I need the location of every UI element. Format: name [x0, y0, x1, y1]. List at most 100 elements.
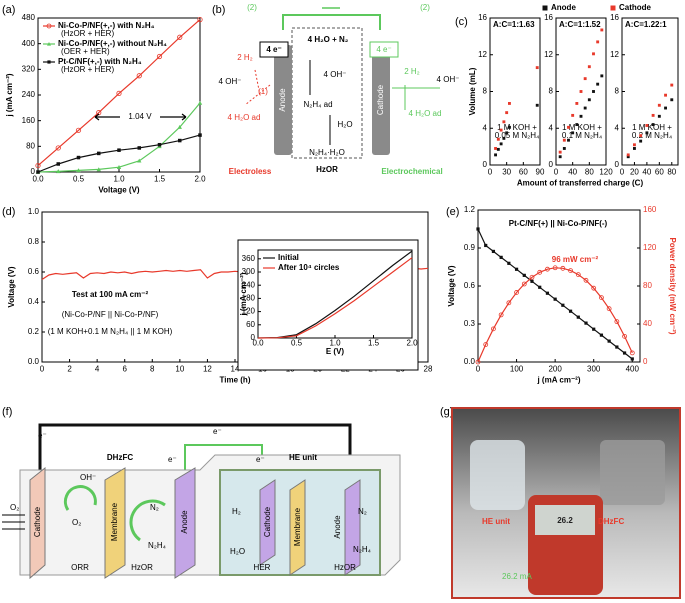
- membrane: [289, 479, 306, 576]
- point: [116, 90, 122, 96]
- diagram-label: HzOR: [316, 165, 338, 174]
- point: [502, 120, 506, 124]
- point: [499, 128, 503, 132]
- point: [622, 333, 627, 339]
- point: [494, 153, 497, 157]
- point: [664, 93, 667, 97]
- line-series: [37, 102, 201, 173]
- x-axis-label: E (V): [326, 347, 345, 356]
- point: [156, 53, 163, 60]
- point: [484, 243, 488, 248]
- diagram-label: O₂: [72, 518, 81, 527]
- y2-tick-label: 80: [643, 281, 652, 290]
- point: [571, 131, 575, 135]
- x-tick-label: 14: [231, 364, 240, 373]
- y-axis-label: Voltage (V): [7, 266, 16, 308]
- point: [137, 146, 142, 150]
- x-tick-label: 2.0: [194, 174, 206, 183]
- panel-label: (d): [2, 206, 15, 218]
- inset-background: [237, 239, 419, 371]
- legend-label: After 10⁴ circles: [278, 263, 340, 272]
- diagram-b: (2) (2) 4 e⁻ 4 H₂O + N₂ 4 e⁻ 2 H₂ 2 H₂ 4…: [219, 3, 460, 176]
- point: [651, 123, 655, 127]
- diagram-label: 2 H₂: [237, 53, 253, 62]
- point: [530, 279, 534, 283]
- panel-label: (e): [446, 206, 459, 218]
- y2-axis-label: Power density (mW cm⁻²): [668, 237, 677, 334]
- dimension-arrow: [94, 113, 187, 121]
- point: [507, 261, 511, 265]
- y-tick-label: 120: [242, 307, 256, 316]
- line-series: [477, 267, 633, 363]
- annotation: 1.04 V: [128, 112, 152, 121]
- y-tick-label: 240: [242, 280, 256, 289]
- anode-plate: [344, 479, 361, 576]
- point: [568, 309, 573, 313]
- x-tick-label: 40: [568, 167, 577, 176]
- diagram-label: e⁻: [168, 455, 177, 464]
- y-tick-label: 80: [26, 141, 35, 150]
- legend-label: Ni-Co-P/NF(+,-) without N₂H₄: [58, 39, 167, 48]
- annotation: 0.2 M N₂H₄: [632, 131, 672, 140]
- diagram-f: e⁻ e⁻ DHzFC e⁻ e⁻ HE unit O₂ Cathode OH⁻…: [2, 423, 401, 580]
- y-tick-label: 160: [22, 116, 36, 125]
- annotation: 1 M KOH +: [632, 123, 672, 132]
- diagram-label: 4 H₂O ad: [409, 109, 442, 118]
- e-box: [369, 41, 399, 58]
- annotation: 1 M KOH +: [562, 123, 602, 132]
- point: [657, 114, 661, 118]
- point: [522, 273, 526, 277]
- y-tick-label: 480: [22, 13, 36, 22]
- point: [592, 327, 596, 331]
- he-unit-device: [470, 440, 525, 510]
- line-series: [257, 257, 413, 339]
- y-tick-label: 0.6: [464, 281, 476, 290]
- diagram-label: N₂: [150, 503, 159, 512]
- panel-label: (f): [2, 406, 12, 418]
- x-tick-label: 200: [548, 364, 562, 373]
- point: [568, 268, 573, 274]
- annotation: 0.1 M N₂H₄: [562, 131, 602, 140]
- x-tick-label: 120: [599, 167, 613, 176]
- wire: [282, 14, 381, 30]
- point: [56, 169, 61, 174]
- diagram-label: ORR: [71, 563, 89, 572]
- x-tick-label: 400: [626, 364, 640, 373]
- y-tick-label: 16: [610, 13, 619, 22]
- point: [558, 155, 562, 159]
- point: [599, 295, 604, 300]
- diagram-label: H₂: [232, 507, 241, 516]
- x-tick-label: 10: [175, 364, 184, 373]
- y-axis-label: Volume (mL): [468, 67, 477, 115]
- point: [47, 60, 51, 64]
- point: [600, 74, 604, 78]
- point: [645, 124, 649, 127]
- point: [545, 266, 550, 272]
- point: [607, 339, 611, 343]
- x-tick-label: 1.0: [329, 339, 341, 348]
- point: [596, 82, 600, 86]
- arrow: [309, 60, 331, 145]
- y-tick-label: 300: [242, 267, 256, 276]
- y-tick-label: 4: [615, 123, 620, 132]
- point: [499, 255, 503, 259]
- diagram-label: 2 H₂: [404, 67, 420, 76]
- chart-title: Pt-C/NF(+) || Ni-Co-P/NF(-): [509, 219, 608, 228]
- point: [592, 52, 595, 56]
- point: [645, 131, 649, 135]
- cathode-plate: [29, 466, 46, 580]
- diagram-label: e⁻: [213, 427, 222, 436]
- x-tick-label: 80: [585, 167, 594, 176]
- point: [508, 125, 511, 129]
- point: [575, 272, 581, 278]
- point: [670, 98, 674, 102]
- point: [177, 34, 183, 40]
- x-tick-label: 12: [203, 364, 212, 373]
- x-tick-label: 28: [424, 364, 433, 373]
- y-tick-label: 0.0: [28, 357, 40, 366]
- point: [562, 138, 566, 142]
- point: [560, 265, 566, 271]
- point: [583, 77, 587, 81]
- diagram-label: N₂H₄: [353, 545, 371, 554]
